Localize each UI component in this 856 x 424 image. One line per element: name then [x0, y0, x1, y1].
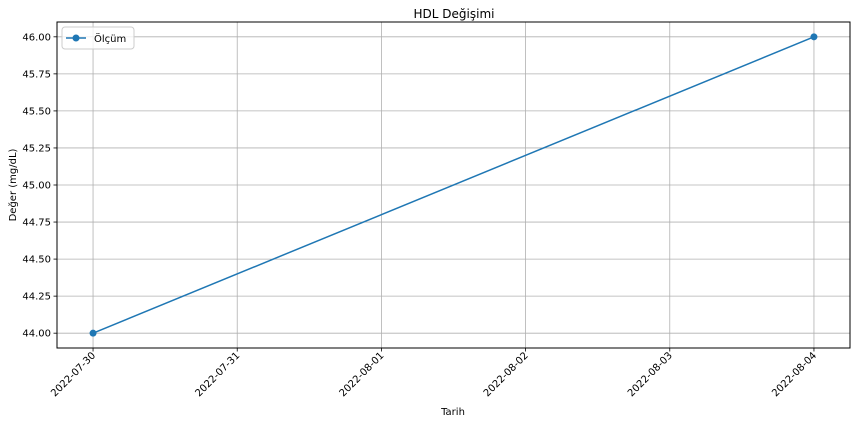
- y-tick-label: 45.00: [22, 181, 51, 192]
- data-point: [810, 33, 818, 41]
- y-tick-label: 45.75: [22, 69, 51, 80]
- y-tick-label: 44.50: [22, 255, 51, 266]
- y-tick-label: 45.25: [22, 143, 51, 154]
- x-tick-label: 2022-08-02: [482, 350, 531, 399]
- legend-label: Ölçüm: [94, 32, 126, 45]
- y-tick-label: 45.50: [22, 106, 51, 117]
- x-tick-label: 2022-07-30: [49, 350, 98, 399]
- data-point: [89, 329, 97, 337]
- y-axis-label: Değer (mg/dL): [7, 148, 19, 221]
- x-tick-label: 2022-08-03: [626, 350, 675, 399]
- y-tick-label: 46.00: [22, 32, 51, 43]
- x-tick-label: 2022-07-31: [193, 350, 242, 399]
- series-line: [92, 36, 815, 334]
- x-tick-label: 2022-08-04: [770, 350, 819, 399]
- y-tick-label: 44.75: [22, 218, 51, 229]
- y-tick-label: 44.25: [22, 292, 51, 303]
- series-layer: [89, 33, 818, 337]
- legend-box: [61, 26, 135, 50]
- y-axis: 44.00 44.25 44.50 44.75 45.00 45.25 45.50 45.75…: [22, 32, 57, 340]
- legend: Ölçüm: [61, 26, 135, 50]
- y-tick-label: 44.00: [22, 329, 51, 340]
- chart-title: HDL Değişimi: [414, 7, 495, 21]
- x-axis-label: Tarih: [440, 407, 465, 418]
- legend-marker: [72, 34, 80, 42]
- x-axis: 2022-07-30 2022-07-31 2022-08-01 2022-08-02…: [49, 348, 819, 399]
- x-tick-label: 2022-08-01: [338, 350, 387, 399]
